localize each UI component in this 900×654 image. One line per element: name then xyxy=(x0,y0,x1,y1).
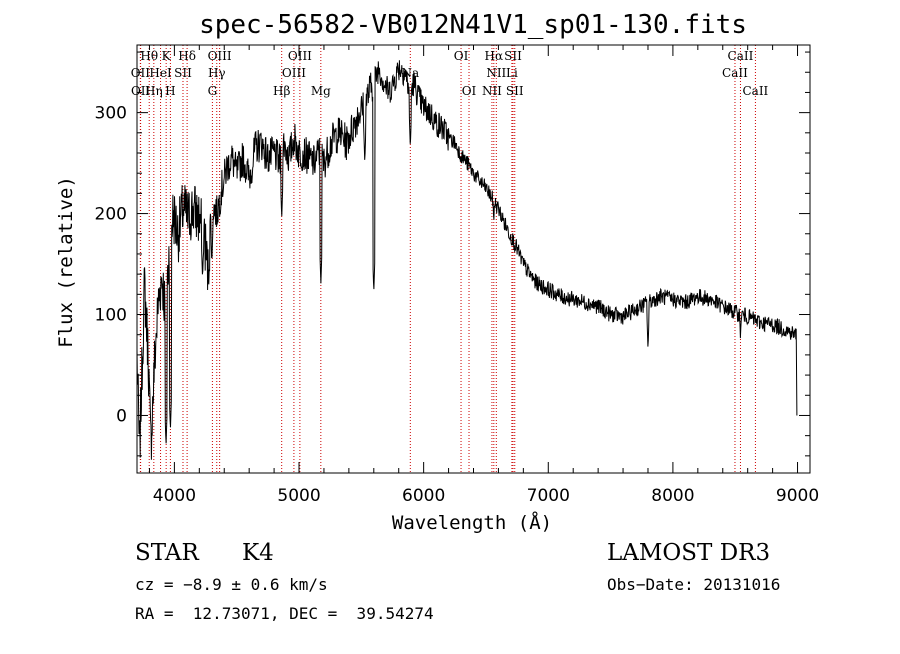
plot-frame xyxy=(136,44,811,474)
coordinates-readout: RA = 12.73071, DEC = 39.54274 xyxy=(135,604,434,623)
spectral-line-label: Li xyxy=(506,66,518,80)
y-tick-label: 200 xyxy=(95,205,127,225)
spectral-line-label: OIII xyxy=(282,66,306,80)
spectral-line-label: SII xyxy=(504,49,522,63)
flux-series-line xyxy=(137,60,798,460)
obs-date-readout: Obs−Date: 20131016 xyxy=(607,575,780,594)
spectral-line-label: CaII xyxy=(742,84,768,98)
x-tick-label: 4000 xyxy=(153,486,196,506)
spectral-line-label: OIII xyxy=(288,49,312,63)
spectral-line-label: OII xyxy=(131,66,151,80)
chart-title: spec-56582-VB012N41V1_sp01-130.fits xyxy=(199,10,747,40)
axes-layer: 4000 5000 6000 7000 8000 9000 0 100 200 300 xyxy=(95,44,819,506)
spectral-line-label: Hδ xyxy=(178,49,196,63)
spectral-line-label: CaII xyxy=(722,66,748,80)
spectral-line-label: HeI xyxy=(149,66,172,80)
x-tick-label: 6000 xyxy=(402,486,445,506)
x-tick-label: 5000 xyxy=(277,486,320,506)
spectral-line-label: NII xyxy=(482,84,502,98)
x-tick-label: 7000 xyxy=(527,486,570,506)
spectral-line-label: Hγ xyxy=(208,66,226,80)
redshift-readout: cz = −8.9 ± 0.6 km/s xyxy=(135,575,328,594)
y-tick-label: 300 xyxy=(95,104,127,124)
spectral-line-label: NII xyxy=(486,66,506,80)
object-class: STAR xyxy=(135,540,199,566)
x-axis-title: Wavelength (Å) xyxy=(392,511,552,534)
spectral-line-label: SII xyxy=(506,84,524,98)
x-tick-label: 9000 xyxy=(776,486,819,506)
spectral-line-markers xyxy=(139,45,756,473)
spectral-line-label: G xyxy=(208,84,218,98)
spectral-line-label: OI xyxy=(454,49,469,63)
y-tick-label: 0 xyxy=(116,406,127,426)
spectral-line-label: CaII xyxy=(728,49,754,63)
object-subclass: K4 xyxy=(242,540,274,566)
spectral-line-label: Hθ xyxy=(140,49,158,63)
spectral-line-label: SII xyxy=(174,66,192,80)
spectral-line-label: OI xyxy=(462,84,477,98)
spectrum-layer xyxy=(137,60,798,460)
survey-name: LAMOST DR3 xyxy=(607,540,770,566)
spectral-line-label: Hα xyxy=(485,49,504,63)
spectral-line-label: OII xyxy=(131,84,151,98)
spectral-line-label: K xyxy=(162,49,172,63)
x-tick-label: 8000 xyxy=(651,486,694,506)
spectral-line-label: Na xyxy=(401,66,419,80)
y-axis-title: Flux (relative) xyxy=(55,176,77,348)
spectral-line-label: OIII xyxy=(208,49,232,63)
spectral-line-label: Hη xyxy=(145,84,163,98)
spectral-line-labels: HθOIIOIIHηHeIKHSIIHδGHγOIIIHβOIIIOIIIMgN… xyxy=(131,49,769,98)
spectral-line-label: Mg xyxy=(311,84,331,98)
spectral-line-label: H xyxy=(165,84,175,98)
spectral-line-label: Hβ xyxy=(273,84,290,98)
y-tick-label: 100 xyxy=(95,306,127,326)
